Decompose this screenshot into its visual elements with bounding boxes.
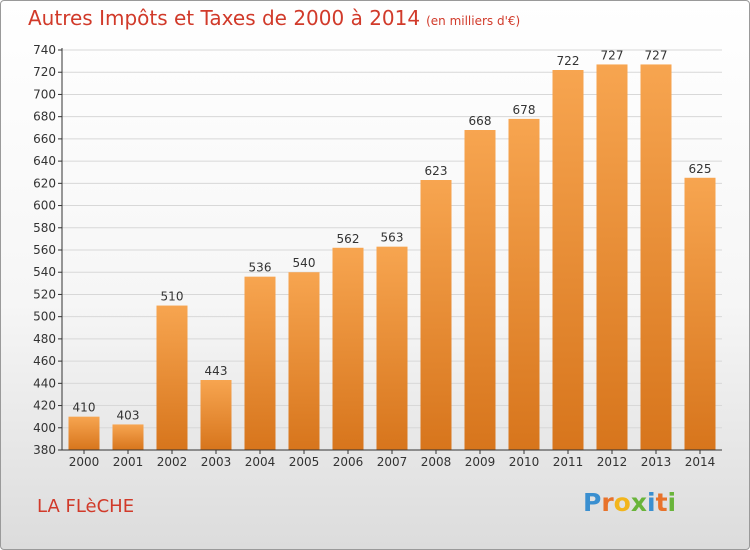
y-tick-label: 500: [33, 310, 56, 324]
bar-value-label: 403: [117, 408, 140, 422]
logo-letter: t: [655, 488, 668, 517]
bar: [200, 380, 232, 450]
bar: [376, 246, 408, 450]
axes: 380 400 420 440 460 480 500 520 540 560 580 600 620 6…: [33, 43, 722, 469]
x-tick-label: 2009: [465, 455, 496, 469]
y-tick-label: 720: [33, 65, 56, 79]
bar: [640, 64, 672, 450]
bar: [552, 70, 584, 450]
x-tick-label: 2008: [421, 455, 452, 469]
logo-letter: P: [583, 488, 602, 517]
y-tick-label: 700: [33, 87, 56, 101]
x-tick-label: 2003: [201, 455, 232, 469]
x-tick-label: 2007: [377, 455, 408, 469]
y-tick-label: 680: [33, 110, 56, 124]
x-tick-label: 2006: [333, 455, 364, 469]
logo-letter: o: [613, 488, 631, 517]
y-tick-label: 420: [33, 399, 56, 413]
bar: [288, 272, 320, 450]
bar-value-label: 668: [469, 114, 492, 128]
logo-letter: i: [647, 488, 656, 517]
bar-value-label: 623: [425, 164, 448, 178]
chart-title: Autres Impôts et Taxes de 2000 à 2014 (en…: [28, 6, 520, 30]
x-tick-label: 2010: [509, 455, 540, 469]
y-tick-label: 600: [33, 199, 56, 213]
bar-value-label: 536: [249, 261, 272, 275]
y-tick-label: 640: [33, 154, 56, 168]
bar: [244, 276, 276, 450]
logo-letter: i: [667, 488, 677, 517]
y-tick-label: 740: [33, 43, 56, 57]
x-tick-label: 2002: [157, 455, 188, 469]
bar-value-label: 443: [205, 364, 228, 378]
logo-letter: x: [630, 488, 647, 517]
bar-value-label: 562: [337, 232, 360, 246]
x-tick-label: 2012: [597, 455, 628, 469]
bar: [508, 118, 540, 450]
bar: [464, 130, 496, 450]
city-name: LA FLèCHE: [37, 496, 135, 517]
chart-title-text: Autres Impôts et Taxes de 2000 à 2014: [28, 6, 421, 30]
bar: [596, 64, 628, 450]
bar: [332, 247, 364, 450]
bar-value-label: 540: [293, 256, 316, 270]
bar-value-label: 563: [381, 231, 404, 245]
y-tick-label: 480: [33, 332, 56, 346]
x-tick-label: 2014: [685, 455, 716, 469]
y-tick-label: 400: [33, 421, 56, 435]
bar-value-label: 722: [557, 54, 580, 68]
bar-value-label: 678: [513, 103, 536, 117]
x-tick-label: 2005: [289, 455, 320, 469]
y-tick-label: 620: [33, 176, 56, 190]
y-tick-label: 660: [33, 132, 56, 146]
proxiti-logo: Proxiti: [583, 488, 676, 517]
x-tick-label: 2004: [245, 455, 276, 469]
x-tick-label: 2011: [553, 455, 584, 469]
bar: [684, 177, 716, 450]
bar-value-label: 510: [161, 290, 184, 304]
x-tick-label: 2000: [69, 455, 100, 469]
y-tick-label: 440: [33, 376, 56, 390]
bars: 410 403 510 443 536 540 562 563 623 668 678 722 727 7…: [68, 48, 716, 450]
logo-letter: r: [601, 488, 614, 517]
bar: [420, 180, 452, 450]
bar: [156, 305, 188, 450]
unit-label: (en milliers d'€): [426, 14, 521, 28]
bar-value-label: 727: [601, 48, 624, 62]
bar-value-label: 410: [73, 401, 96, 415]
bar: [68, 416, 100, 450]
x-tick-label: 2013: [641, 455, 672, 469]
y-tick-label: 380: [33, 443, 56, 457]
y-tick-label: 520: [33, 287, 56, 301]
bar-value-label: 625: [689, 162, 712, 176]
bar-value-label: 727: [645, 48, 668, 62]
y-tick-label: 460: [33, 354, 56, 368]
y-tick-label: 540: [33, 265, 56, 279]
y-tick-label: 560: [33, 243, 56, 257]
y-tick-label: 580: [33, 221, 56, 235]
bar: [112, 424, 144, 450]
x-tick-label: 2001: [113, 455, 144, 469]
